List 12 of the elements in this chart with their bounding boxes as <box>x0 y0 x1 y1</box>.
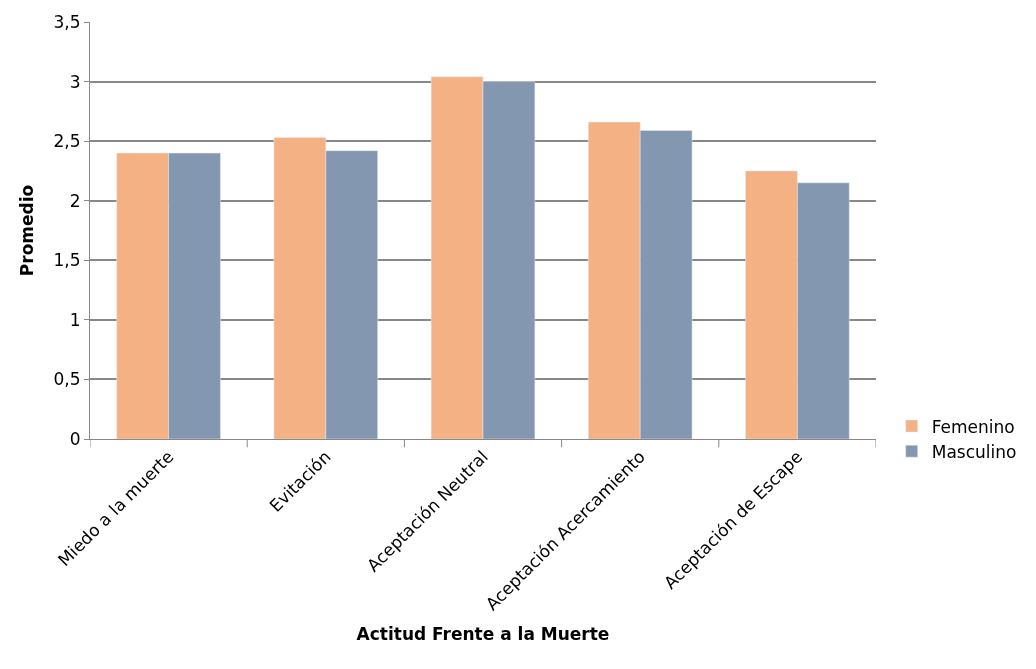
legend-label: Femenino <box>931 416 1015 437</box>
legend-label: Masculino <box>931 441 1017 462</box>
y-tick-label: 2 <box>69 190 81 211</box>
y-axis-title: Promedio <box>17 184 38 277</box>
y-tick-label: 1 <box>69 309 81 330</box>
y-tick-label: 3 <box>69 71 81 92</box>
y-tick-label: 1,5 <box>53 250 81 271</box>
y-tick-label: 3,5 <box>53 11 81 32</box>
y-tick-label: 0,5 <box>53 369 81 390</box>
y-tick-label: 0 <box>69 428 81 449</box>
y-tick-label: 2,5 <box>53 131 81 152</box>
x-axis-title: Actitud Frente a la Muerte <box>356 624 610 645</box>
